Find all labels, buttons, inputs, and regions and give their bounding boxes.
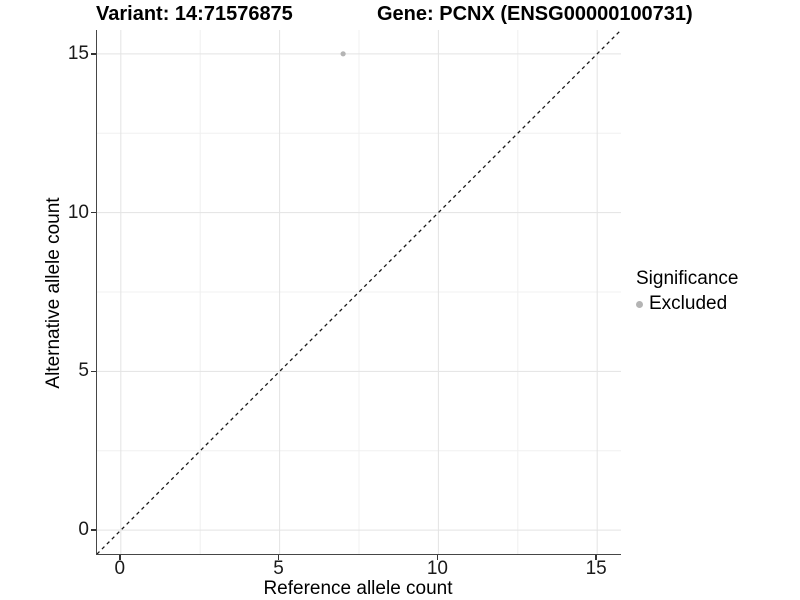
data-point [340,51,346,57]
x-axis-tick [436,555,439,560]
y-axis-tick-label: 10 [67,201,89,223]
x-axis-tick [277,555,280,560]
y-axis-tick [91,370,96,373]
plot-canvas [97,30,621,554]
identity-reference-line [97,30,621,554]
x-axis-tick-label: 10 [426,558,448,579]
y-axis-tick-label: 0 [78,519,89,541]
legend: Significance Excluded [636,268,738,315]
x-axis-tick-label: 0 [114,558,126,579]
x-axis-label: Reference allele count [263,578,453,599]
y-axis-tick-label: 15 [67,42,89,64]
plot-title-gene: Gene: PCNX (ENSG00000100731) [377,3,693,25]
legend-marker-excluded-icon [636,300,643,308]
x-axis-tick-label: 15 [585,558,607,579]
legend-item-excluded: Excluded [636,293,738,315]
y-axis-tick [91,211,96,214]
y-axis-tick-label: 5 [78,360,89,382]
y-axis-tick [91,529,96,531]
plot-title-variant: Variant: 14:71576875 [96,3,293,25]
legend-title: Significance [636,268,739,289]
x-axis-tick [119,555,121,560]
x-axis-tick-label: 5 [273,558,284,579]
y-axis-tick [91,53,96,55]
plot-panel [96,30,621,555]
x-axis-tick [595,555,597,560]
legend-item-label: Excluded [649,293,728,314]
